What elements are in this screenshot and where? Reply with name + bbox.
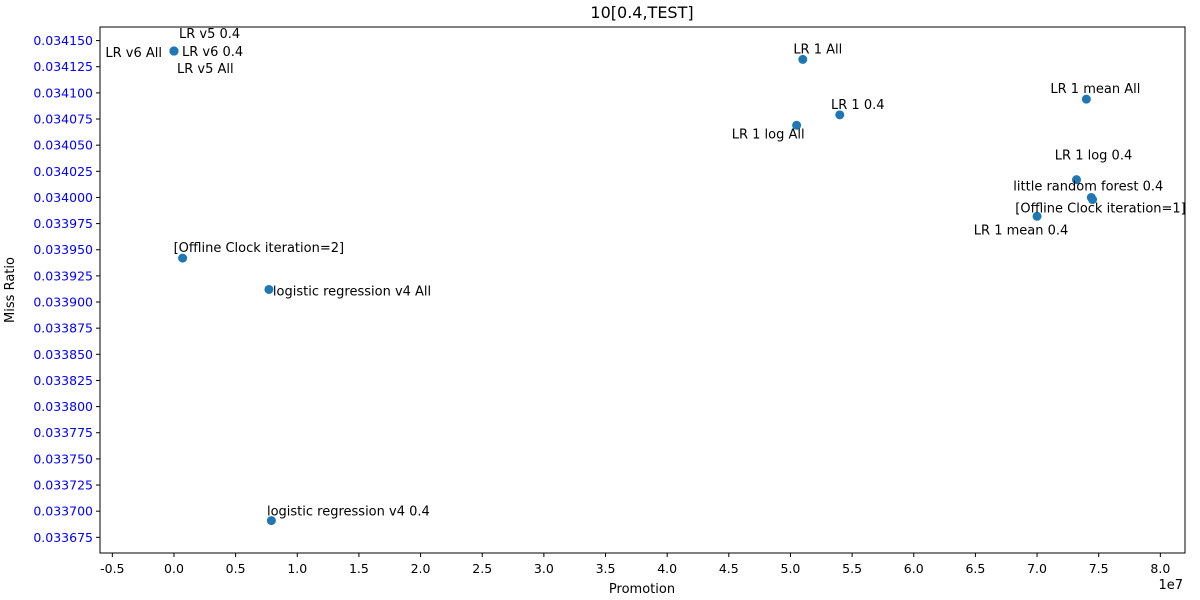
data-point bbox=[169, 46, 179, 56]
data-point-label: LR v5 0.4 bbox=[179, 27, 240, 42]
y-tick-label: 0.034150 bbox=[33, 33, 93, 48]
x-tick-label: 6.0 bbox=[904, 561, 924, 576]
y-axis: 0.033675 0.033700 0.033725 0.033750 0.033775… bbox=[33, 33, 100, 545]
y-tick-label: 0.033775 bbox=[33, 425, 93, 440]
y-tick-label: 0.033800 bbox=[33, 399, 93, 414]
data-points bbox=[169, 46, 1098, 526]
x-tick-label: -0.5 bbox=[100, 561, 124, 576]
data-point-label: LR v5 All bbox=[177, 62, 234, 77]
y-tick-label: 0.033875 bbox=[33, 321, 93, 336]
y-tick-label: 0.033900 bbox=[33, 295, 93, 310]
x-tick-label: 7.0 bbox=[1027, 561, 1047, 576]
data-point bbox=[1072, 175, 1081, 185]
x-axis: -0.5 0.0 0.5 1.0 1.5 2.0 2.5 3.0 3.5 4.0 4.5 5.0 5.5… bbox=[100, 553, 1170, 576]
data-point-label: [Offline Clock iteration=2] bbox=[174, 241, 344, 256]
data-point bbox=[835, 110, 845, 120]
x-tick-label: 2.0 bbox=[411, 561, 431, 576]
y-tick-label: 0.033675 bbox=[33, 530, 93, 545]
y-tick-label: 0.034025 bbox=[33, 164, 93, 179]
x-tick-label: 5.5 bbox=[842, 561, 862, 576]
x-tick-label: 5.0 bbox=[781, 561, 801, 576]
y-tick-label: 0.033850 bbox=[33, 347, 93, 362]
x-tick-label: 4.0 bbox=[657, 561, 677, 576]
y-tick-label: 0.033925 bbox=[33, 268, 93, 283]
x-offset-label: 1e7 bbox=[1158, 578, 1183, 593]
x-tick-label: 7.5 bbox=[1089, 561, 1109, 576]
y-tick-label: 0.034000 bbox=[33, 190, 93, 205]
data-point-label: LR 1 log All bbox=[732, 127, 805, 142]
data-point-label: LR 1 All bbox=[793, 42, 842, 57]
data-point bbox=[1032, 211, 1042, 221]
y-tick-label: 0.033975 bbox=[33, 216, 93, 231]
data-point-label: LR v6 All bbox=[105, 46, 162, 61]
x-axis-label: Promotion bbox=[609, 582, 675, 597]
y-tick-label: 0.033725 bbox=[33, 478, 93, 493]
point-labels: LR v5 0.4 LR v6 0.4 LR v6 All LR v5 All LR 1… bbox=[105, 27, 1185, 520]
data-point bbox=[1088, 195, 1098, 205]
data-point bbox=[798, 54, 808, 64]
y-tick-label: 0.034075 bbox=[33, 112, 93, 127]
data-point-label: logistic regression v4 0.4 bbox=[267, 505, 430, 520]
chart-title: 10[0.4,TEST] bbox=[590, 3, 693, 22]
data-point-label: logistic regression v4 All bbox=[273, 284, 431, 299]
x-tick-label: 3.5 bbox=[596, 561, 616, 576]
x-tick-label: 1.0 bbox=[287, 561, 307, 576]
y-axis-label: Miss Ratio bbox=[3, 257, 18, 323]
y-tick-label: 0.034125 bbox=[33, 59, 93, 74]
x-tick-label: 1.5 bbox=[349, 561, 369, 576]
y-tick-label: 0.034100 bbox=[33, 85, 93, 100]
x-tick-label: 4.5 bbox=[719, 561, 739, 576]
y-tick-label: 0.033950 bbox=[33, 242, 93, 257]
data-point bbox=[792, 120, 802, 130]
data-point-label: [Offline Clock iteration=1] bbox=[1015, 202, 1185, 217]
data-point-label: LR 1 log 0.4 bbox=[1055, 149, 1132, 164]
data-point bbox=[264, 284, 274, 294]
y-tick-label: 0.034050 bbox=[33, 138, 93, 153]
x-tick-label: 8.0 bbox=[1150, 561, 1170, 576]
y-tick-label: 0.033825 bbox=[33, 373, 93, 388]
y-tick-label: 0.033750 bbox=[33, 451, 93, 466]
data-point-label: little random forest 0.4 bbox=[1013, 179, 1163, 194]
x-tick-label: 0.5 bbox=[226, 561, 246, 576]
y-tick-label: 0.033700 bbox=[33, 504, 93, 519]
x-tick-label: 2.5 bbox=[472, 561, 492, 576]
x-tick-label: 0.0 bbox=[164, 561, 184, 576]
data-point bbox=[266, 516, 276, 526]
data-point-label: LR 1 mean All bbox=[1050, 82, 1140, 97]
data-point-label: LR 1 mean 0.4 bbox=[974, 223, 1069, 238]
x-tick-label: 3.0 bbox=[534, 561, 554, 576]
plot-frame bbox=[99, 26, 1186, 554]
data-point bbox=[1081, 94, 1091, 104]
data-point bbox=[178, 253, 188, 263]
data-point-label: LR 1 0.4 bbox=[831, 98, 885, 113]
data-point-label: LR v6 0.4 bbox=[182, 45, 243, 60]
x-tick-label: 6.5 bbox=[965, 561, 985, 576]
